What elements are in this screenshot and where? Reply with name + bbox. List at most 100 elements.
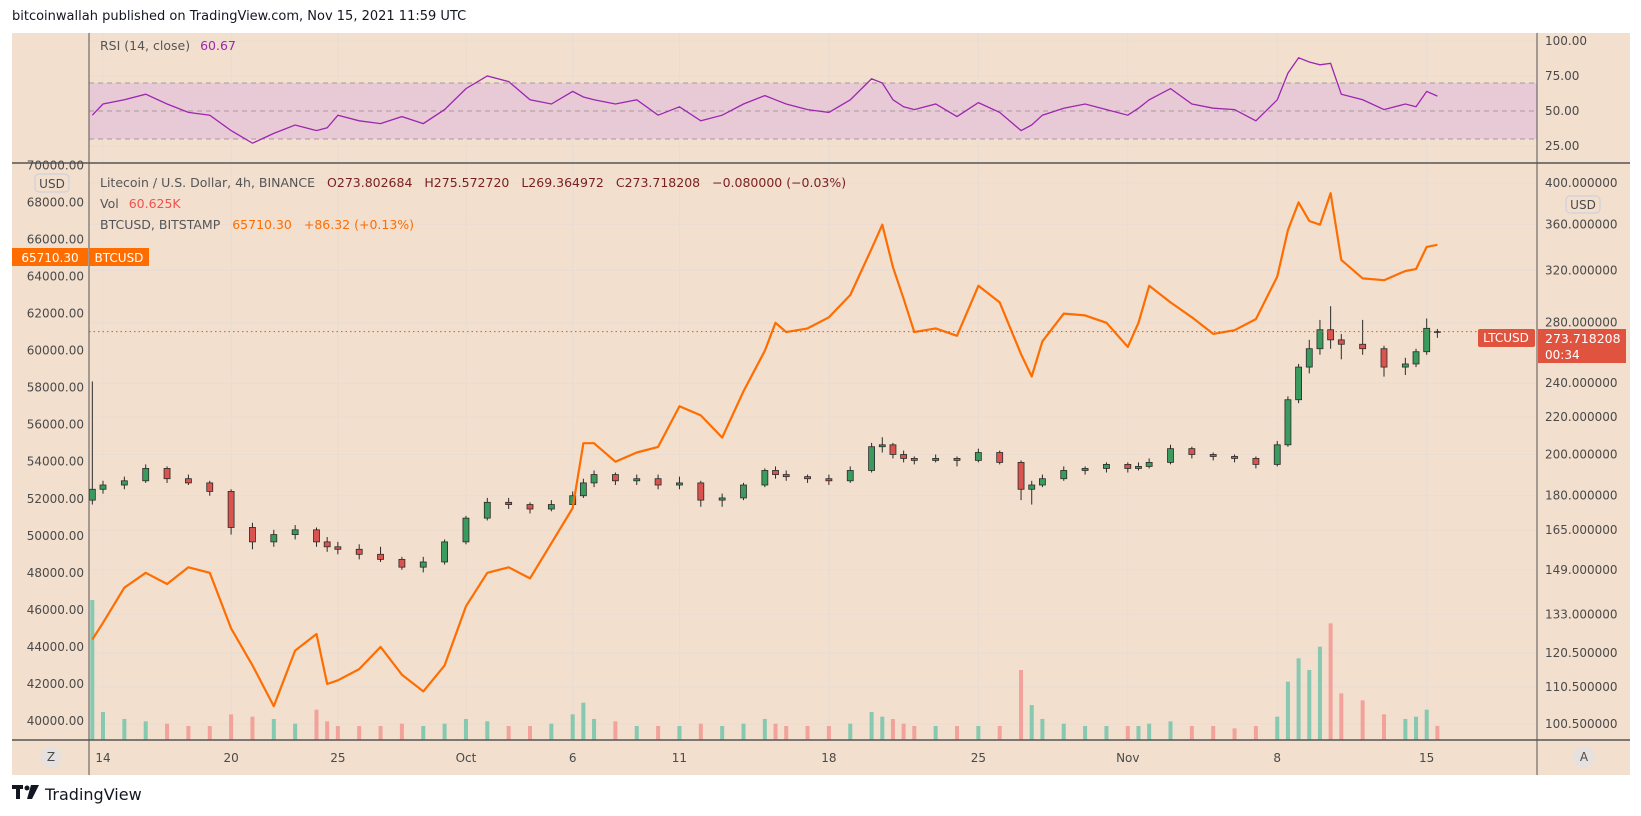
volume-bar xyxy=(1061,723,1066,740)
candle-body xyxy=(697,482,705,501)
candle-body xyxy=(1327,329,1335,341)
left-price-axis[interactable]: 70000.00 68000.00 66000.00 64000.00 62000.00… xyxy=(27,158,84,728)
candle-body xyxy=(1316,329,1324,350)
grid xyxy=(89,33,1537,740)
candle-body xyxy=(996,452,1004,463)
volume-bar xyxy=(1253,726,1258,740)
volume-bar xyxy=(1029,705,1034,740)
candle-body xyxy=(462,517,470,543)
time-axis-tick: Oct xyxy=(456,751,477,765)
ltc-legend-label[interactable]: Litecoin / U.S. Dollar, 4h, BINANCE xyxy=(100,175,315,190)
candle-body xyxy=(398,558,406,568)
left-currency-badge[interactable]: USD xyxy=(34,173,70,193)
volume-bar xyxy=(229,714,234,740)
volume-bar xyxy=(1083,726,1088,740)
volume-bar xyxy=(1136,726,1141,740)
volume-bar xyxy=(1211,726,1216,740)
candle-body xyxy=(483,501,491,519)
volume-bar xyxy=(592,719,597,740)
footer-brand[interactable]: TradingView xyxy=(12,784,142,805)
time-axis-tick: 18 xyxy=(821,751,836,765)
btc-legend-label[interactable]: BTCUSD, BITSTAMP xyxy=(100,217,221,232)
candle-body xyxy=(1359,343,1367,350)
time-axis[interactable]: 14 20 25 Oct 6 11 18 25 Nov 8 15 xyxy=(95,751,1434,765)
ltc-high: H275.572720 xyxy=(424,175,509,190)
ltc-candles xyxy=(88,306,1441,573)
rsi-axis[interactable]: 100.00 75.00 50.00 25.00 xyxy=(1545,34,1587,153)
candle-body xyxy=(1145,461,1153,467)
right-axis-tick: 120.500000 xyxy=(1545,646,1618,660)
ltc-change: −0.080000 (−0.03%) xyxy=(712,175,846,190)
volume-bar xyxy=(955,726,959,740)
right-price-axis[interactable]: 400.000000 360.000000 320.000000 280.000000… xyxy=(1545,176,1618,731)
candle-body xyxy=(654,478,662,486)
volume-bar xyxy=(581,702,586,740)
right-axis-tick: 200.000000 xyxy=(1545,447,1618,461)
ltc-legend: Litecoin / U.S. Dollar, 4h, BINANCE O273… xyxy=(100,175,846,190)
volume-bar xyxy=(1360,700,1365,740)
rsi-line xyxy=(91,57,1438,144)
volume-bar xyxy=(186,726,191,740)
time-axis-tick: 11 xyxy=(672,751,687,765)
right-axis-tick: 110.500000 xyxy=(1545,680,1618,694)
btc-legend-change: +86.32 (+0.13%) xyxy=(304,217,414,232)
candle-body xyxy=(825,478,833,482)
vol-legend-label[interactable]: Vol xyxy=(100,196,119,211)
candle-body xyxy=(1337,339,1345,345)
left-axis-tick: 48000.00 xyxy=(27,566,84,580)
candle-body xyxy=(163,468,171,480)
left-currency-label: USD xyxy=(39,177,65,191)
volume-bar xyxy=(485,721,490,740)
timezone-button-label: Z xyxy=(47,750,55,764)
volume-bar xyxy=(1040,719,1045,740)
volume-bar xyxy=(335,726,340,740)
right-currency-badge[interactable]: USD xyxy=(1565,195,1601,214)
volume-bar xyxy=(1296,658,1301,740)
ltc-price-tag: LTCUSD 273.718208 00:34 xyxy=(1478,329,1626,363)
volume-bar xyxy=(165,723,170,740)
candle-body xyxy=(1273,444,1281,465)
volume-bar xyxy=(869,712,874,740)
volume-bar xyxy=(997,726,1002,740)
candle-body xyxy=(1103,463,1110,469)
right-axis-tick: 360.000000 xyxy=(1545,217,1618,231)
publish-header: bitcoinwallah published on TradingView.c… xyxy=(12,9,467,24)
left-axis-tick: 54000.00 xyxy=(27,455,84,469)
candle-body xyxy=(868,446,875,471)
volume-bar xyxy=(1125,726,1130,740)
right-axis-tick: 133.000000 xyxy=(1545,607,1618,621)
volume-bar xyxy=(901,723,906,740)
candle-body xyxy=(184,478,192,484)
candle-body xyxy=(782,474,790,478)
volume-bar xyxy=(1435,725,1440,740)
right-axis-tick: 100.500000 xyxy=(1545,717,1618,731)
candle-body xyxy=(313,529,320,543)
volume-bar xyxy=(90,600,95,740)
left-axis-tick: 52000.00 xyxy=(27,492,84,506)
volume-bar xyxy=(741,723,746,740)
volume-bar xyxy=(698,723,703,740)
volume-bar xyxy=(720,726,725,740)
candle-body xyxy=(590,474,598,484)
candle-body xyxy=(718,497,726,501)
left-axis-tick: 46000.00 xyxy=(27,603,84,617)
rsi-band-lines xyxy=(89,82,1537,140)
candle-body xyxy=(1401,363,1409,368)
candle-body xyxy=(291,529,299,535)
rsi-axis-tick: 50.00 xyxy=(1545,104,1579,118)
volume-bar xyxy=(122,719,127,740)
tradingview-logo-icon xyxy=(12,784,40,805)
auto-scale-button[interactable]: A xyxy=(1573,746,1595,768)
candle-body xyxy=(1423,327,1431,353)
volume-bar xyxy=(1104,726,1109,740)
candle-body xyxy=(505,501,513,505)
candle-body xyxy=(761,470,769,486)
candle-body xyxy=(1209,454,1217,457)
right-axis-tick: 280.000000 xyxy=(1545,316,1618,330)
chart-background xyxy=(12,33,1630,775)
volume-bar xyxy=(293,723,298,740)
timezone-button[interactable]: Z xyxy=(40,746,62,768)
volume-bar xyxy=(773,723,778,740)
candle-body xyxy=(889,444,897,455)
